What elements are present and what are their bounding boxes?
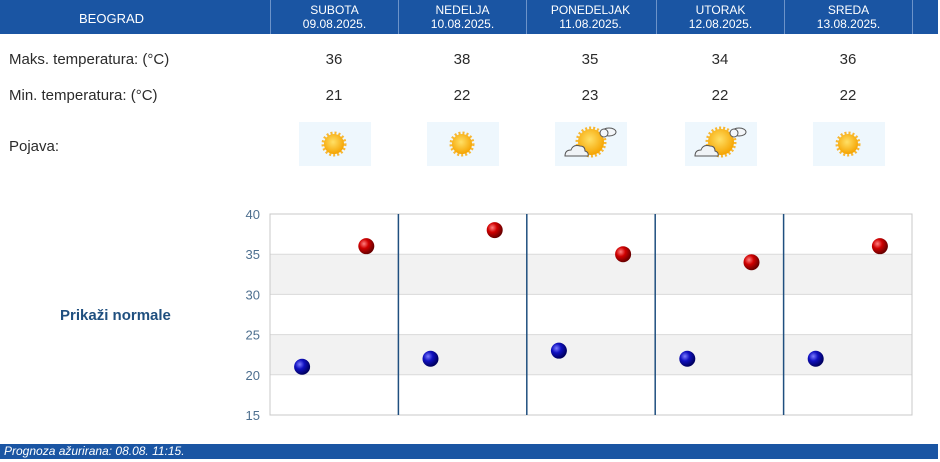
day-date: 12.08.2025. [688,17,753,31]
sun-cloud-icon [685,122,757,166]
show-normals-button[interactable]: Prikaži normale [60,307,171,324]
day-date: 13.08.2025. [816,17,881,31]
y-tick-label: 25 [246,328,260,343]
y-tick-label: 20 [246,368,260,383]
forecast-header: BEOGRAD SUBOTA 09.08.2025. NEDELJA 10.08… [0,0,938,34]
day-name: NEDELJA [435,3,490,17]
min-temp-1: 21 [325,87,343,104]
day-name: UTORAK [695,3,746,17]
max-temp-3: 35 [581,51,599,68]
min-temp-point [679,350,696,367]
city-header-cell: BEOGRAD [0,0,270,34]
sun-icon [427,122,499,166]
grid-band [270,254,912,295]
min-temp-3: 23 [581,87,599,104]
forecast-updated-text: Prognoza ažurirana: 08.08. 11:15. [4,444,185,458]
max-temp-point [486,222,503,239]
min-temp-5: 22 [839,87,857,104]
plot-area [270,214,912,415]
plot-border [269,213,913,416]
city-name: BEOGRAD [79,11,145,26]
max-temp-4: 34 [711,51,729,68]
sun-cloud-icon [555,122,627,166]
day-header-1: SUBOTA 09.08.2025. [270,0,398,34]
grid-band [270,334,912,375]
phenomenon-label: Pojava: [9,138,60,155]
max-temp-point [358,238,375,255]
footer-bar: Prognoza ažurirana: 08.08. 11:15. [0,444,938,459]
min-temp-point [807,350,824,367]
min-temp-label: Min. temperatura: (°C) [9,87,158,104]
max-temp-point [871,238,888,255]
header-tail [912,0,939,34]
min-temp-point [422,350,439,367]
sun-icon [299,122,371,166]
y-tick-label: 15 [246,408,260,423]
day-date: 10.08.2025. [430,17,495,31]
min-temp-2: 22 [453,87,471,104]
day-date: 11.08.2025. [559,17,622,31]
day-header-2: NEDELJA 10.08.2025. [398,0,526,34]
max-temp-2: 38 [453,51,471,68]
y-tick-label: 40 [246,207,260,222]
max-temp-point [615,246,632,263]
day-name: SUBOTA [310,3,359,17]
day-name: SREDA [827,3,870,17]
min-temp-point [550,342,567,359]
sun-icon [813,122,885,166]
day-header-3: PONEDELJAK 11.08.2025. [526,0,654,34]
max-temp-1: 36 [325,51,343,68]
day-date: 09.08.2025. [302,17,367,31]
max-temp-label: Maks. temperatura: (°C) [9,51,170,68]
min-temp-4: 22 [711,87,729,104]
min-temp-point [294,358,311,375]
day-name: PONEDELJAK [550,3,631,17]
max-temp-5: 36 [839,51,857,68]
max-temp-point [743,254,760,271]
day-header-4: UTORAK 12.08.2025. [656,0,784,34]
day-header-5: SREDA 13.08.2025. [784,0,912,34]
y-tick-label: 30 [246,287,260,302]
y-tick-label: 35 [246,247,260,262]
